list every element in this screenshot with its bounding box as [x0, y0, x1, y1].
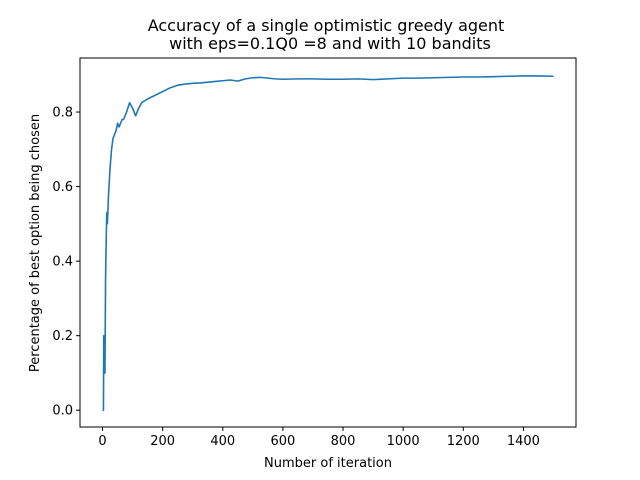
- x-tick-label: 400: [210, 434, 235, 449]
- x-tick-label: 0: [98, 434, 106, 449]
- chart-title-line-1: Accuracy of a single optimistic greedy a…: [148, 16, 505, 35]
- x-tick-label: 600: [270, 434, 295, 449]
- y-axis-label: Percentage of best option being chosen: [28, 114, 43, 372]
- y-tick-label: 0.6: [52, 180, 73, 195]
- plot-frame: [79, 57, 577, 428]
- plot-area: [102, 75, 554, 412]
- y-tick-label: 0.0: [52, 404, 73, 419]
- chart-title-line-2: with eps=0.1Q0 =8 and with 10 bandits: [169, 34, 491, 53]
- x-tick-label: 1200: [447, 434, 480, 449]
- x-tick-label: 1000: [387, 434, 420, 449]
- series-line-0: [102, 75, 554, 412]
- y-tick-label: 0.8: [52, 106, 73, 121]
- x-axis-label: Number of iteration: [264, 456, 392, 471]
- x-tick-label: 1400: [507, 434, 540, 449]
- x-tick-label: 800: [331, 434, 356, 449]
- y-tick-label: 0.2: [52, 329, 73, 344]
- y-tick-label: 0.4: [52, 255, 73, 270]
- x-axis-ticks: 0 200 400 600 800 1000 1200 1400: [98, 427, 540, 449]
- y-axis-ticks: 0.0 0.2 0.4 0.6 0.8: [52, 106, 80, 419]
- x-tick-label: 200: [150, 434, 175, 449]
